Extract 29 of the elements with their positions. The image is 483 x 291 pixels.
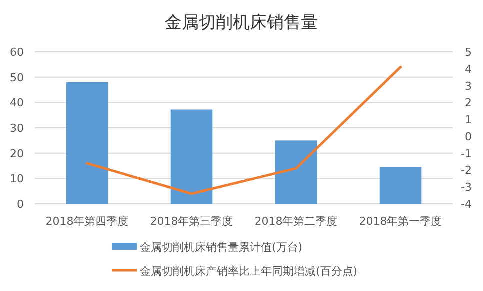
legend-label: 金属切削机床产销率比上年同期增减(百分点) bbox=[140, 265, 358, 278]
y2-tick-label: -3 bbox=[461, 181, 472, 194]
y-tick-label: 40 bbox=[10, 96, 24, 110]
y2-tick-label: -2 bbox=[461, 164, 472, 178]
x-tick-label: 2018年第一季度 bbox=[359, 215, 442, 228]
y-tick-label: 0 bbox=[17, 198, 24, 211]
y2-tick-label: 3 bbox=[465, 80, 472, 93]
x-tick-label: 2018年第三季度 bbox=[150, 215, 234, 228]
bar bbox=[170, 110, 213, 204]
y2-tick-label: 2 bbox=[465, 96, 472, 110]
chart-title: 金属切削机床销售量 bbox=[165, 13, 318, 33]
bar bbox=[275, 140, 318, 204]
y-tick-label: 20 bbox=[10, 147, 24, 160]
y2-tick-label: 4 bbox=[465, 62, 472, 76]
legend-label: 金属切削机床销售量累计值(万台) bbox=[140, 241, 303, 254]
x-tick-label: 2018年第二季度 bbox=[254, 215, 338, 228]
y2-tick-label: 1 bbox=[465, 114, 472, 127]
y2-tick-label: -1 bbox=[461, 147, 472, 160]
bar bbox=[380, 167, 422, 204]
y2-tick-label: 0 bbox=[465, 130, 472, 144]
x-tick-label: 2018年第四季度 bbox=[46, 215, 129, 228]
y2-tick-label: -4 bbox=[461, 198, 472, 211]
line-series bbox=[86, 66, 402, 196]
y-tick-label: 60 bbox=[10, 46, 24, 59]
y-tick-label: 50 bbox=[10, 71, 24, 84]
y-tick-label: 30 bbox=[10, 122, 24, 135]
bar bbox=[66, 82, 108, 204]
y2-tick-label: 5 bbox=[465, 46, 472, 59]
y-tick-label: 10 bbox=[10, 172, 24, 186]
